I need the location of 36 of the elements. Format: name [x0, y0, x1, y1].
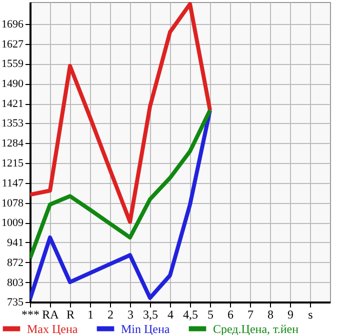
- legend-label: Сред.Цена, т.йен: [213, 322, 300, 335]
- line-series: [30, 2, 212, 224]
- x-tick-label: 6: [228, 308, 234, 322]
- x-tick-label: s: [308, 308, 314, 322]
- y-tick-label: 1284: [2, 138, 24, 150]
- y-tick-label: 872: [7, 256, 24, 269]
- x-tick-label: RA: [42, 308, 60, 322]
- x-tick-label: 3,5: [143, 308, 158, 322]
- legend-label: Max Цена: [27, 322, 78, 335]
- y-tick-label: 1215: [2, 158, 24, 170]
- x-tick-label: 5: [208, 308, 214, 322]
- y-tick-label: 1421: [2, 98, 24, 110]
- line-series: [30, 108, 212, 302]
- line-series: [30, 108, 212, 260]
- y-tick-label: 1078: [2, 197, 24, 210]
- y-tick-label: 1627: [2, 38, 24, 50]
- y-tick-label: 1559: [2, 58, 24, 70]
- x-tick-label: 7: [248, 308, 254, 322]
- y-tick-label: 1009: [2, 217, 24, 230]
- y-tick-label: 1490: [2, 78, 24, 90]
- x-tick-label: R: [66, 308, 75, 322]
- x-tick-label: 4,5: [183, 308, 198, 322]
- x-tick-label: ***: [22, 308, 40, 322]
- y-tick-label: 1147: [2, 177, 24, 190]
- x-tick-label: 4: [168, 308, 174, 322]
- y-tick-label: 941: [7, 236, 24, 249]
- x-tick-label: 8: [268, 308, 274, 322]
- y-tick-label: 735: [7, 296, 24, 308]
- x-tick-label: 9: [288, 308, 294, 322]
- y-tick-label: 803: [7, 276, 24, 289]
- x-tick-label: 1: [88, 308, 94, 322]
- x-tick-label: 3: [128, 308, 134, 322]
- y-tick-label: 1353: [2, 118, 24, 130]
- x-tick-label: 2: [108, 308, 114, 322]
- legend-label: Min Цена: [121, 322, 170, 335]
- y-tick-label: 1696: [2, 18, 24, 30]
